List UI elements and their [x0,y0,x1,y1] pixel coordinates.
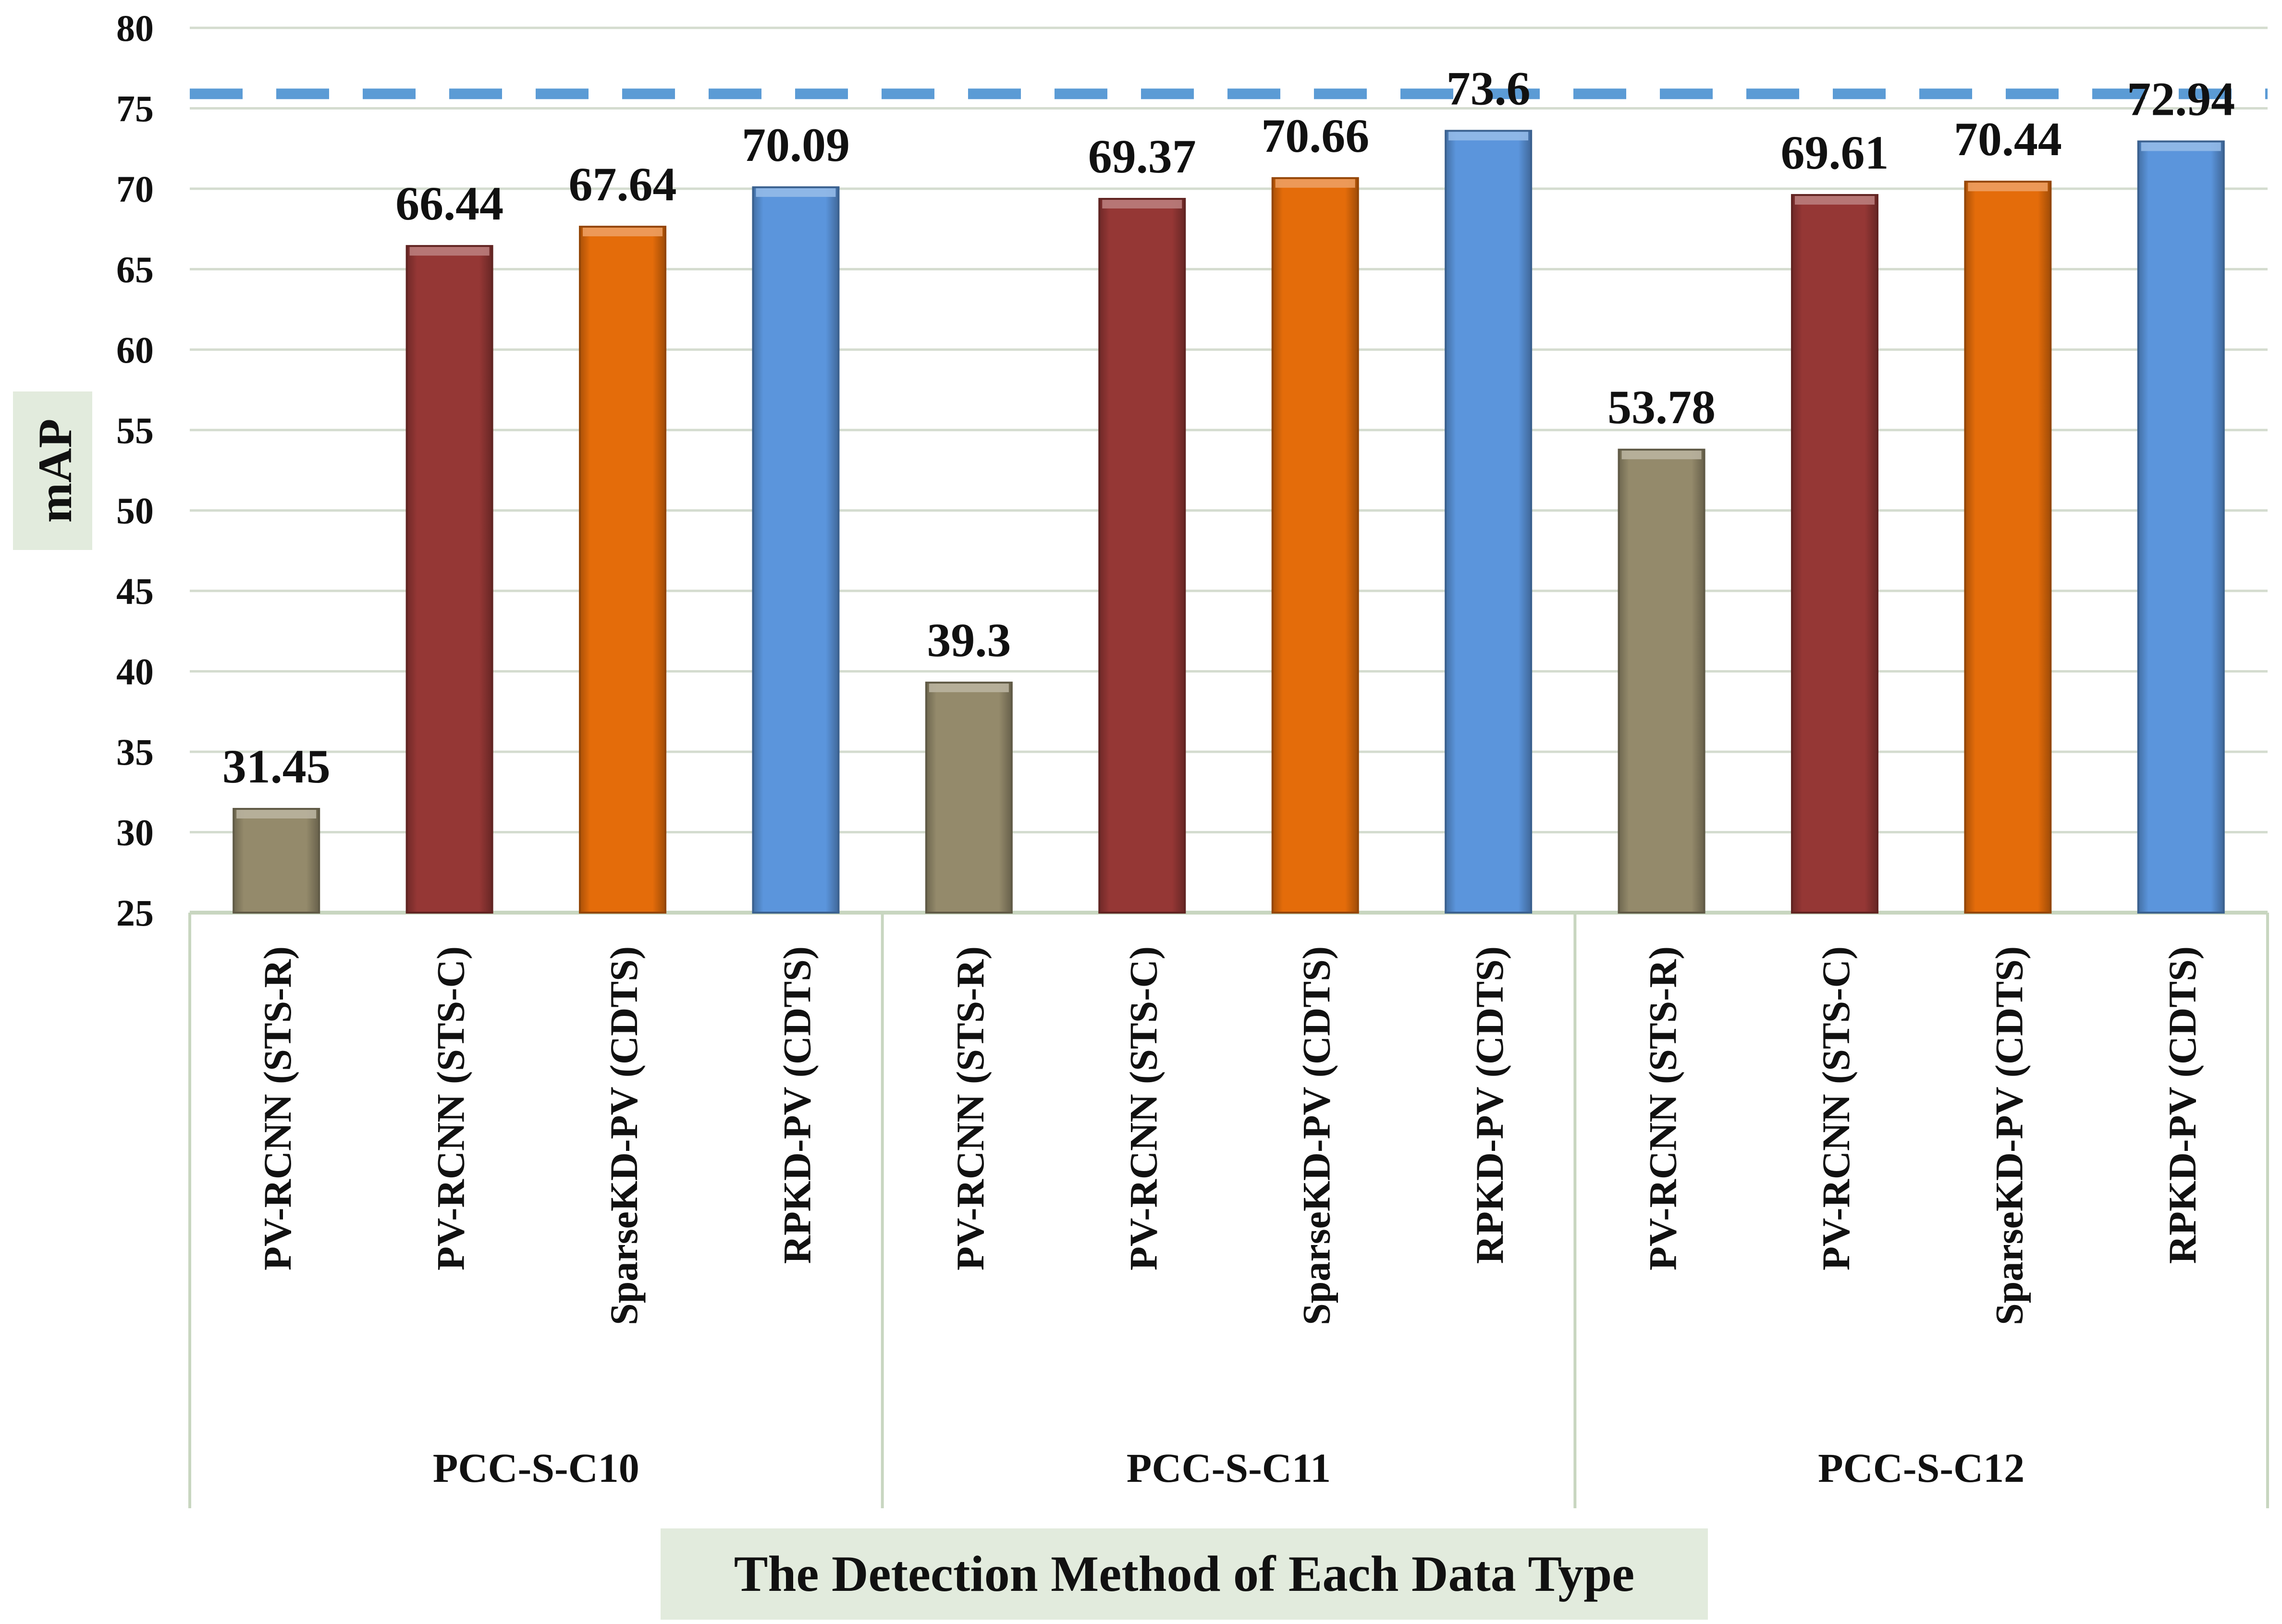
bar-top-highlight [756,188,836,197]
x-axis-title-box [661,1528,1708,1620]
bar [1964,181,2052,914]
value-label: 70.66 [1261,109,1369,162]
category-label: SparseKD-PV (CDTS) [1987,946,2031,1325]
bar [1098,198,1186,914]
bar [1445,130,1533,914]
bar [405,245,493,914]
x-axis: PV-RCNN (STS-R) PV-RCNN (STS-C) SparseKD-P… [188,913,2269,1508]
y-tick-label: 35 [116,731,154,773]
bar [1618,449,1705,914]
value-label: 69.37 [1088,130,1196,183]
y-tick-label: 50 [116,490,154,532]
group-label: PCC-S-C10 [433,1445,639,1491]
y-tick-label: 25 [116,892,154,934]
category-label: SparseKD-PV (CDTS) [602,946,646,1325]
bar-top-highlight [929,684,1009,693]
bar-top-highlight [1448,132,1529,141]
category-label: PV-RCNN (STS-R) [1641,946,1685,1270]
bar [1271,177,1359,914]
y-tick-label: 75 [116,87,154,129]
bar [2137,140,2225,914]
y-tick-label: 55 [116,409,154,451]
category-label: PV-RCNN (STS-C) [1121,946,1165,1270]
group-label: PCC-S-C12 [1818,1445,2024,1491]
value-label: 53.78 [1607,380,1716,434]
value-label: 73.6 [1447,61,1531,115]
bar [752,186,840,914]
category-label: PV-RCNN (STS-C) [429,946,473,1270]
y-tick-label: 65 [116,248,154,290]
bar [579,225,667,914]
x-axis-title: The Detection Method of Each Data Type [734,1546,1634,1602]
value-label: 66.44 [395,177,503,230]
value-label: 70.09 [742,118,850,171]
bar-top-highlight [409,247,490,256]
gridlines [190,26,2268,915]
y-axis-title: mAP [28,419,82,523]
bar-top-highlight [1968,183,2048,192]
bar-top-highlight [1102,200,1182,209]
category-label: PV-RCNN (STS-C) [1814,946,1858,1270]
category-label: SparseKD-PV (CDTS) [1295,946,1338,1325]
bar [233,807,320,914]
bar [1791,194,1878,914]
value-label: 70.44 [1954,112,2062,166]
y-tick-label: 70 [116,168,154,210]
y-tick-label: 40 [116,651,154,693]
value-label: 39.3 [927,613,1011,667]
value-label: 67.64 [569,158,677,211]
y-tick-label: 80 [116,7,154,49]
group-label: PCC-S-C11 [1127,1445,1331,1491]
value-label: 31.45 [222,740,331,793]
y-tick-label: 30 [116,812,154,854]
category-label: PV-RCNN (STS-R) [256,946,299,1270]
bar-top-highlight [236,809,317,818]
bar-top-highlight [2141,142,2221,151]
y-axis-title-box [13,391,92,550]
category-label: RPKD-PV (CDTS) [775,946,819,1264]
category-label: RPKD-PV (CDTS) [2160,946,2204,1264]
bars [233,130,2225,914]
value-labels: 31.45 66.44 67.64 70.09 39.3 69.37 70.66 73.6 53… [222,61,2235,793]
value-label: 69.61 [1780,126,1889,179]
bar-top-highlight [1621,451,1702,460]
y-axis-ticks: 25 30 35 40 45 50 55 60 65 70 75 80 [116,7,154,934]
bar-top-highlight [1275,179,1355,188]
y-tick-label: 45 [116,570,154,612]
category-label: RPKD-PV (CDTS) [1468,946,1511,1264]
bar-top-highlight [583,227,663,236]
bar [925,682,1013,914]
bar-top-highlight [1794,195,1875,205]
category-label: PV-RCNN (STS-R) [948,946,992,1270]
y-tick-label: 60 [116,329,154,371]
value-label: 72.94 [2127,72,2235,125]
